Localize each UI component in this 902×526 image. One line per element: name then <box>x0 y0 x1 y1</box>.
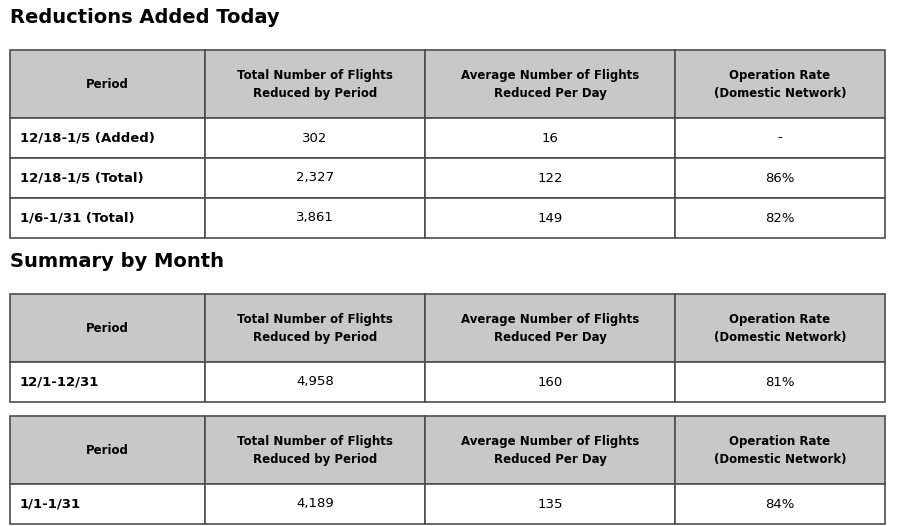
Text: 84%: 84% <box>765 498 794 511</box>
Text: Total Number of Flights
Reduced by Period: Total Number of Flights Reduced by Perio… <box>237 312 392 343</box>
Text: 82%: 82% <box>764 211 794 225</box>
Text: 2,327: 2,327 <box>296 171 334 185</box>
Text: Period: Period <box>86 443 129 457</box>
Bar <box>205 294 425 362</box>
Bar <box>675 158 884 198</box>
Bar <box>205 484 425 524</box>
Text: Operation Rate
(Domestic Network): Operation Rate (Domestic Network) <box>713 434 845 466</box>
Bar <box>675 50 884 118</box>
Bar <box>10 50 205 118</box>
Text: -: - <box>777 132 781 145</box>
Text: 135: 135 <box>537 498 562 511</box>
Text: 16: 16 <box>541 132 557 145</box>
Text: 4,958: 4,958 <box>296 376 334 389</box>
Text: 12/18-1/5 (Total): 12/18-1/5 (Total) <box>20 171 143 185</box>
Bar <box>205 198 425 238</box>
Text: Average Number of Flights
Reduced Per Day: Average Number of Flights Reduced Per Da… <box>460 434 639 466</box>
Text: Reductions Added Today: Reductions Added Today <box>10 8 280 27</box>
Text: 12/1-12/31: 12/1-12/31 <box>20 376 99 389</box>
Text: 1/6-1/31 (Total): 1/6-1/31 (Total) <box>20 211 134 225</box>
Bar <box>675 484 884 524</box>
Bar <box>425 158 675 198</box>
Text: Average Number of Flights
Reduced Per Day: Average Number of Flights Reduced Per Da… <box>460 68 639 99</box>
Text: 81%: 81% <box>764 376 794 389</box>
Text: 160: 160 <box>537 376 562 389</box>
Bar <box>10 484 205 524</box>
Bar <box>205 118 425 158</box>
Bar <box>10 198 205 238</box>
Text: Summary by Month: Summary by Month <box>10 252 224 271</box>
Text: 302: 302 <box>302 132 327 145</box>
Bar <box>10 294 205 362</box>
Text: Total Number of Flights
Reduced by Period: Total Number of Flights Reduced by Perio… <box>237 434 392 466</box>
Text: 12/18-1/5 (Added): 12/18-1/5 (Added) <box>20 132 155 145</box>
Bar <box>425 50 675 118</box>
Text: Operation Rate
(Domestic Network): Operation Rate (Domestic Network) <box>713 68 845 99</box>
Text: Operation Rate
(Domestic Network): Operation Rate (Domestic Network) <box>713 312 845 343</box>
Text: 4,189: 4,189 <box>296 498 334 511</box>
Bar <box>425 118 675 158</box>
Bar <box>675 294 884 362</box>
Bar <box>425 416 675 484</box>
Text: Total Number of Flights
Reduced by Period: Total Number of Flights Reduced by Perio… <box>237 68 392 99</box>
Text: 122: 122 <box>537 171 562 185</box>
Text: Average Number of Flights
Reduced Per Day: Average Number of Flights Reduced Per Da… <box>460 312 639 343</box>
Bar <box>425 198 675 238</box>
Text: 86%: 86% <box>765 171 794 185</box>
Bar <box>205 362 425 402</box>
Bar <box>675 416 884 484</box>
Text: Period: Period <box>86 77 129 90</box>
Bar <box>425 484 675 524</box>
Bar <box>205 50 425 118</box>
Bar <box>10 118 205 158</box>
Bar <box>675 362 884 402</box>
Bar <box>10 158 205 198</box>
Bar <box>675 118 884 158</box>
Bar <box>10 362 205 402</box>
Bar <box>10 416 205 484</box>
Bar <box>205 416 425 484</box>
Bar <box>205 158 425 198</box>
Text: 1/1-1/31: 1/1-1/31 <box>20 498 81 511</box>
Text: 149: 149 <box>537 211 562 225</box>
Text: 3,861: 3,861 <box>296 211 334 225</box>
Bar <box>425 294 675 362</box>
Bar <box>425 362 675 402</box>
Text: Period: Period <box>86 321 129 335</box>
Bar <box>675 198 884 238</box>
